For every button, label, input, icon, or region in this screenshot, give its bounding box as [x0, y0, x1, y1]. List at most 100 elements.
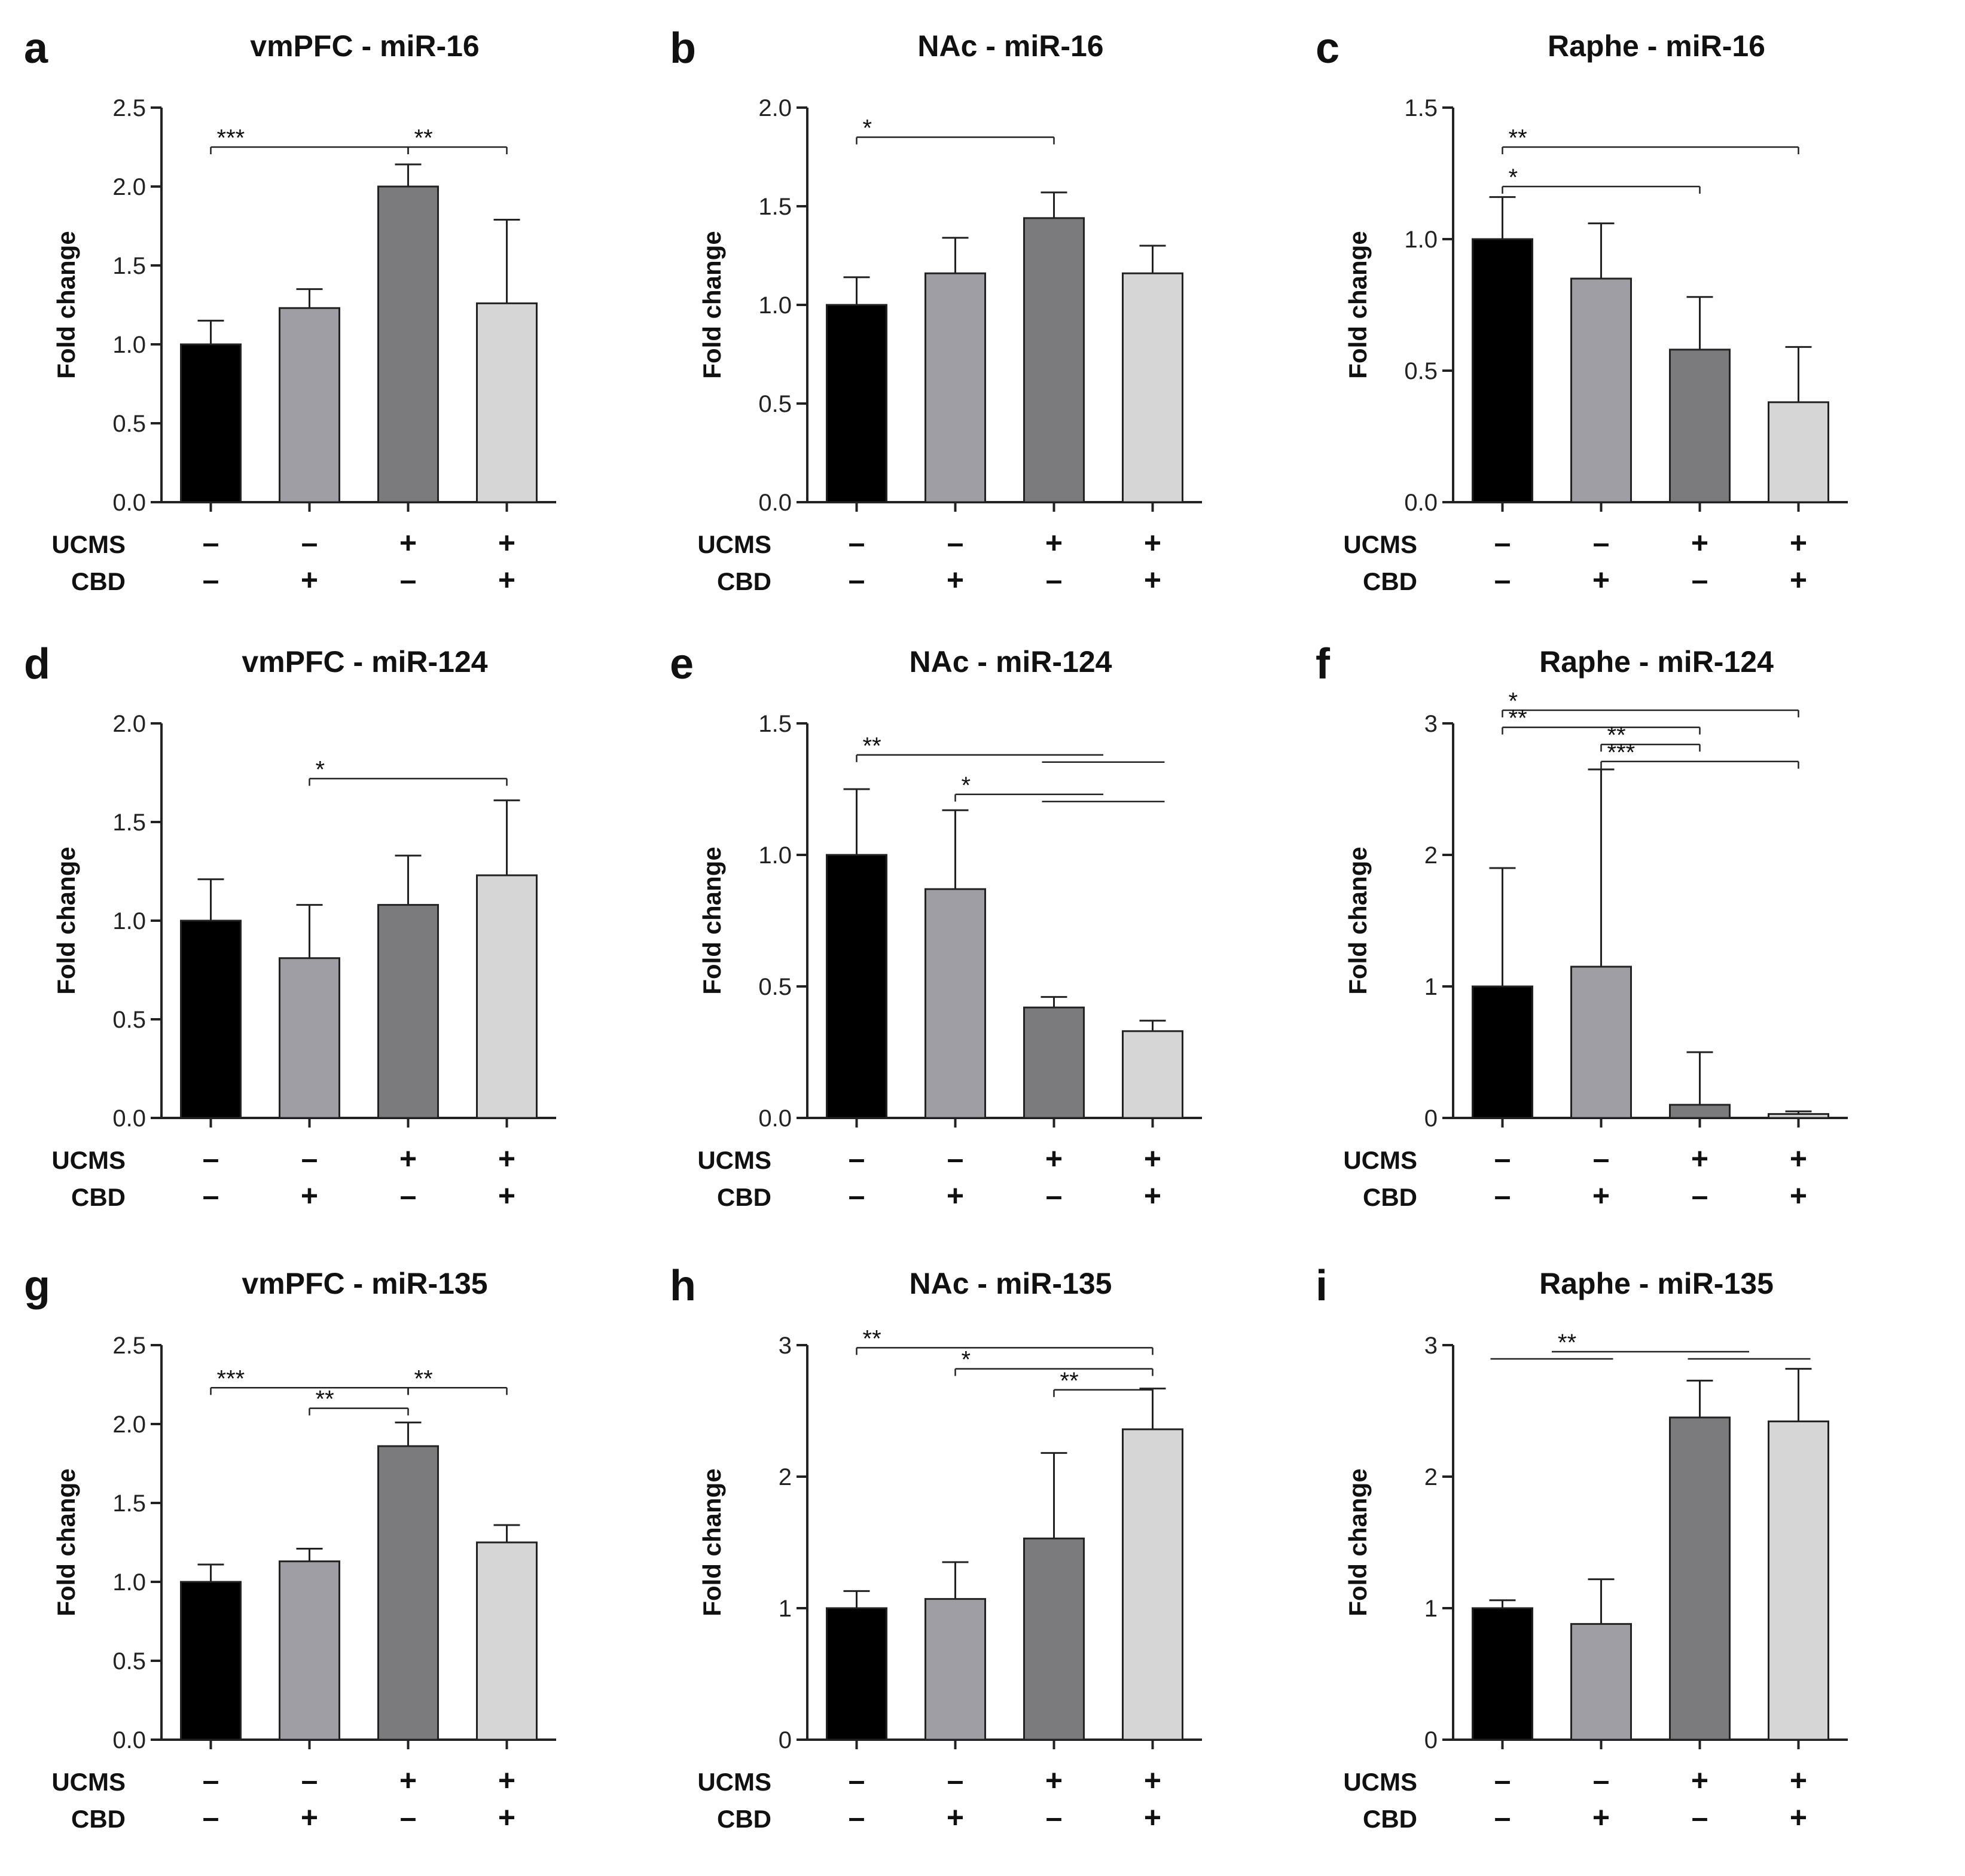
condition-sign: –	[203, 1801, 219, 1834]
condition-sign: –	[1593, 526, 1610, 560]
chart-title: Raphe - miR-135	[1539, 1267, 1774, 1300]
condition-sign: –	[1692, 1801, 1708, 1834]
panel-d: d vmPFC - miR-124 0.0 0.5 1.0 1.5 2.0 Fold chan…	[18, 628, 652, 1226]
condition-sign: –	[301, 1142, 318, 1175]
condition-sign: +	[1045, 1142, 1063, 1175]
condition-sign: –	[849, 563, 865, 597]
y-tick-label: 2.5	[112, 1333, 146, 1359]
significance-label: *	[962, 772, 971, 799]
bar	[1669, 349, 1731, 503]
y-tick-label: 1.0	[112, 1569, 146, 1596]
bar	[1472, 1607, 1533, 1741]
significance-label: *	[962, 1347, 971, 1373]
condition-sign: +	[1691, 1142, 1708, 1175]
condition-label: CBD	[717, 1183, 771, 1211]
bar	[1570, 1623, 1632, 1741]
condition-sign: –	[947, 1142, 964, 1175]
y-tick-label: 1	[1424, 974, 1438, 1000]
y-tick-label: 0.5	[112, 411, 146, 437]
condition-sign: +	[1592, 1801, 1610, 1834]
y-tick-label: 3	[1424, 711, 1438, 737]
y-tick-label: 0.5	[112, 1007, 146, 1033]
bar	[1023, 1006, 1085, 1119]
y-tick-label: 2.0	[112, 711, 146, 737]
condition-label: CBD	[1363, 1183, 1417, 1211]
condition-sign: –	[1046, 1179, 1063, 1212]
condition-sign: +	[1790, 1142, 1807, 1175]
condition-sign: +	[301, 563, 318, 597]
y-axis-label: Fold change	[52, 847, 80, 994]
condition-label: UCMS	[1343, 1768, 1417, 1796]
chart-title: Raphe - miR-16	[1548, 29, 1765, 63]
bar	[826, 854, 887, 1119]
condition-sign: +	[1144, 1764, 1161, 1797]
condition-sign: –	[301, 526, 318, 560]
y-tick-label: 0.5	[758, 391, 792, 417]
bar	[826, 304, 887, 503]
condition-sign: +	[1144, 526, 1161, 560]
condition-sign: –	[1046, 563, 1063, 597]
bar	[924, 272, 986, 503]
condition-sign: –	[301, 1764, 318, 1797]
condition-label: CBD	[717, 1805, 771, 1833]
y-tick-label: 0	[779, 1727, 792, 1753]
y-tick-label: 0.5	[112, 1648, 146, 1675]
panel-i: i Raphe - miR-135 0 1 2 3 Fold change ** UCMS – – +…	[1310, 1249, 1943, 1847]
bar	[279, 1560, 340, 1741]
y-axis-label: Fold change	[698, 847, 726, 994]
condition-sign: –	[203, 1142, 219, 1175]
condition-sign: +	[301, 1179, 318, 1212]
bar	[1023, 217, 1085, 503]
panel-label: h	[670, 1262, 696, 1310]
bar	[1122, 1030, 1183, 1119]
y-tick-label: 1.5	[758, 711, 792, 737]
condition-label: UCMS	[697, 1768, 771, 1796]
condition-sign: –	[400, 563, 417, 597]
y-tick-label: 1	[1424, 1596, 1438, 1622]
panel-b: b NAc - miR-16 0.0 0.5 1.0 1.5 2.0 Fold change *…	[664, 12, 1298, 610]
bar	[1472, 238, 1533, 503]
significance-label: *	[863, 115, 872, 142]
panel-g: g vmPFC - miR-135 0.0 0.5 1.0 1.5 2.0 2.5 Fold c…	[18, 1249, 652, 1847]
condition-label: UCMS	[1343, 1146, 1417, 1174]
bar	[924, 888, 986, 1119]
condition-sign: +	[301, 1801, 318, 1834]
y-tick-label: 1.5	[112, 1490, 146, 1517]
condition-sign: –	[849, 1142, 865, 1175]
condition-sign: –	[203, 1764, 219, 1797]
condition-sign: –	[400, 1179, 417, 1212]
bar	[279, 307, 340, 503]
condition-sign: –	[203, 563, 219, 597]
panel-h: h NAc - miR-135 0 1 2 3 Fold change ** * ** UCMS – –…	[664, 1249, 1298, 1847]
bar	[180, 343, 242, 503]
chart-title: vmPFC - miR-124	[242, 645, 488, 679]
y-tick-label: 2	[1424, 842, 1438, 869]
bar	[1472, 985, 1533, 1119]
condition-sign: +	[1592, 563, 1610, 597]
condition-label: UCMS	[697, 530, 771, 558]
y-tick-label: 1.0	[112, 908, 146, 934]
condition-sign: +	[498, 1142, 515, 1175]
bar	[1570, 966, 1632, 1119]
condition-label: UCMS	[51, 1146, 126, 1174]
bar	[924, 1598, 986, 1741]
y-axis-label: Fold change	[698, 1468, 726, 1616]
y-tick-label: 3	[779, 1333, 792, 1359]
condition-sign: +	[1691, 526, 1708, 560]
y-tick-label: 2.5	[112, 95, 146, 121]
condition-sign: +	[1790, 1764, 1807, 1797]
bar	[1768, 1113, 1829, 1119]
panel-c: c Raphe - miR-16 0.0 0.5 1.0 1.5 Fold change **…	[1310, 12, 1943, 610]
condition-sign: +	[1144, 563, 1161, 597]
significance-label: ***	[217, 1365, 245, 1392]
significance-label: **	[1509, 705, 1527, 732]
panel-label: a	[24, 25, 48, 72]
condition-sign: –	[849, 1764, 865, 1797]
y-tick-label: 1.5	[112, 809, 146, 836]
y-tick-label: 0.0	[758, 490, 792, 516]
condition-label: CBD	[71, 1805, 126, 1833]
y-tick-label: 0	[1424, 1105, 1438, 1132]
